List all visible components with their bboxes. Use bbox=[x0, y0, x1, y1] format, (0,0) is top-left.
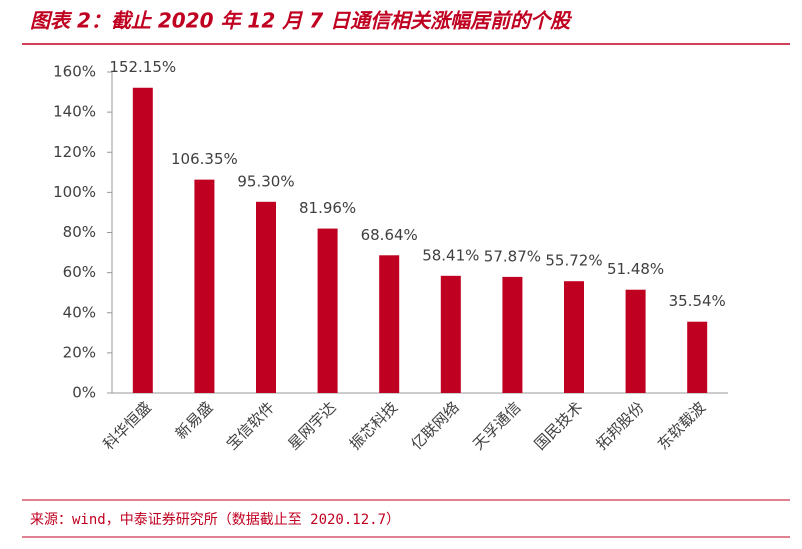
x-tick-label: 天孚通信 bbox=[469, 398, 524, 453]
value-label: 55.72% bbox=[545, 252, 602, 270]
bar bbox=[379, 255, 400, 393]
value-label: 152.15% bbox=[109, 58, 176, 76]
value-label: 35.54% bbox=[669, 292, 726, 310]
x-tick-label: 科华恒盛 bbox=[100, 398, 155, 453]
source: 来源：wind，中泰证券研究所（数据截止至 2020.12.7） bbox=[30, 512, 400, 528]
x-tick-label: 国民技术 bbox=[531, 398, 586, 453]
y-tick-label: 0% bbox=[72, 384, 96, 402]
y-tick-label: 80% bbox=[63, 223, 96, 241]
x-tick-label: 新易盛 bbox=[172, 398, 217, 443]
chart-title: 图表 2：截止 2020 年 12 月 7 日通信相关涨幅居前的个股 bbox=[30, 9, 572, 33]
y-tick-label: 60% bbox=[63, 263, 96, 281]
value-label: 95.30% bbox=[237, 172, 294, 190]
value-label: 106.35% bbox=[171, 150, 238, 168]
y-tick-label: 140% bbox=[53, 103, 96, 121]
bar bbox=[317, 228, 338, 393]
bar bbox=[132, 87, 153, 394]
y-tick-label: 40% bbox=[63, 303, 96, 321]
bar bbox=[502, 276, 523, 393]
bar bbox=[256, 201, 276, 393]
x-tick-label: 振芯科技 bbox=[346, 398, 401, 453]
value-label: 68.64% bbox=[361, 226, 418, 244]
x-tick-label: 宝信软件 bbox=[223, 398, 278, 453]
x-tick-label: 东软载波 bbox=[654, 398, 709, 453]
value-label: 81.96% bbox=[299, 199, 356, 217]
x-tick-label: 拓邦股份 bbox=[592, 398, 647, 453]
y-tick-label: 20% bbox=[63, 343, 96, 361]
y-tick-label: 100% bbox=[53, 183, 96, 201]
bar bbox=[687, 321, 708, 393]
bar bbox=[625, 289, 646, 393]
bar bbox=[194, 179, 215, 393]
value-label: 57.87% bbox=[484, 247, 541, 265]
x-tick-label: 星网宇达 bbox=[284, 398, 339, 453]
x-tick-label: 亿联网络 bbox=[408, 398, 463, 453]
value-label: 51.48% bbox=[607, 260, 664, 278]
y-tick-label: 120% bbox=[53, 143, 96, 161]
value-label: 58.41% bbox=[422, 246, 479, 264]
bar bbox=[440, 275, 461, 393]
y-tick-label: 160% bbox=[53, 63, 96, 81]
bar bbox=[564, 281, 584, 393]
